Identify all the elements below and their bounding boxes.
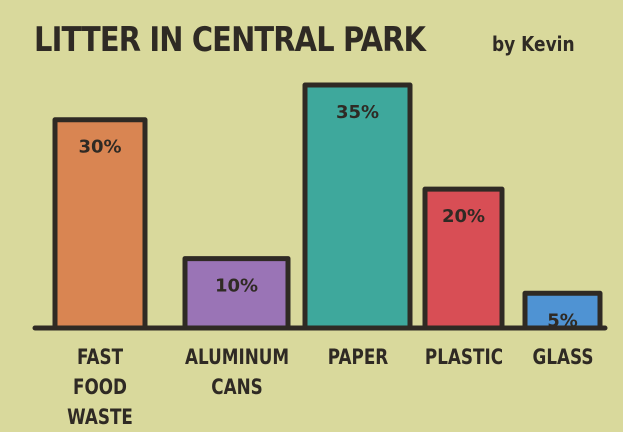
chart-title: LITTER IN CENTRAL PARK [34, 20, 425, 60]
chart: 30% 10% 35% 20% 5% LITTER IN CENTRAL PARK by… [0, 0, 623, 409]
value-label: 5% [547, 310, 578, 331]
value-label: 10% [215, 276, 258, 297]
value-label: 35% [336, 102, 379, 123]
category-label: PAPER [306, 342, 410, 372]
category-label: GLASS [511, 342, 615, 372]
category-label: FAST FOOD WASTE [48, 342, 152, 432]
value-label: 20% [442, 206, 485, 227]
category-label: PLASTIC [412, 342, 516, 372]
chart-subtitle: by Kevin [492, 32, 575, 56]
category-label: ALUMINUM CANS [185, 342, 289, 402]
value-label: 30% [78, 137, 121, 158]
